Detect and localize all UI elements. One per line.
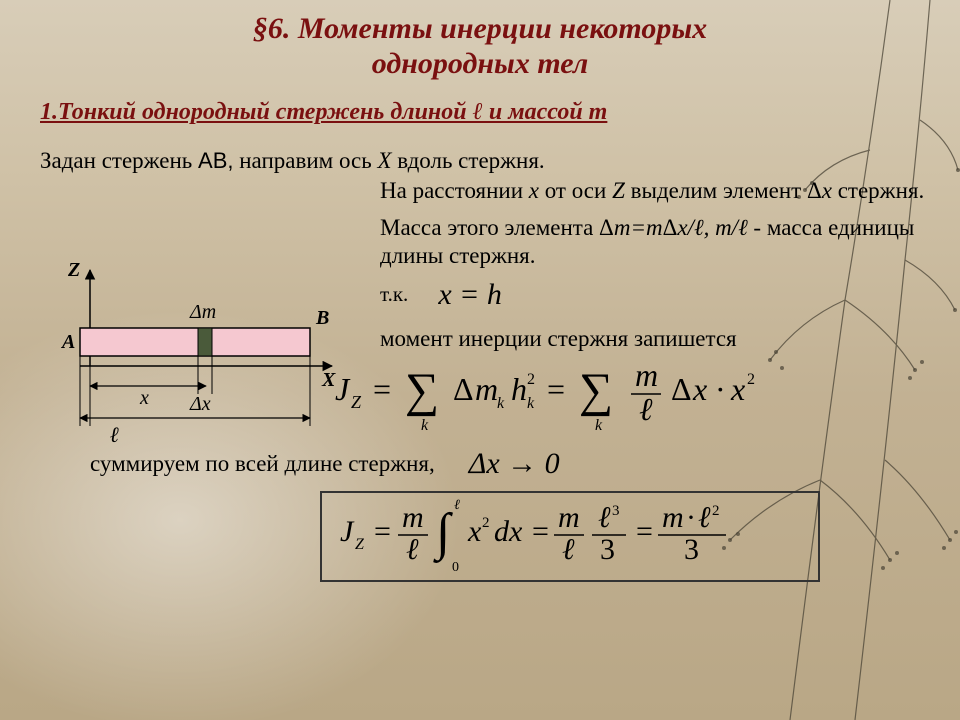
- var: x: [529, 178, 539, 203]
- svg-text:∫: ∫: [433, 504, 453, 563]
- svg-text:=: =: [374, 515, 391, 548]
- svg-text:Δ: Δ: [453, 371, 474, 407]
- title-line-1: §6. Моменты инерции некоторых: [253, 12, 707, 45]
- paragraph-1: Задан стержень АВ, направим ось X вдоль …: [40, 148, 920, 174]
- text: вдоль стержня.: [392, 148, 545, 173]
- svg-text:x: x: [467, 515, 482, 548]
- svg-text:=: =: [636, 515, 653, 548]
- svg-text:dx: dx: [494, 515, 523, 548]
- paragraph-3: Масса этого элемента Δm=mΔx/ℓ, m/ℓ - мас…: [380, 214, 940, 269]
- svg-text:x: x: [692, 371, 707, 407]
- svg-text:·: ·: [715, 371, 726, 407]
- svg-text:2: 2: [747, 371, 755, 388]
- page-title: §6. Моменты инерции некоторых однородных…: [40, 12, 920, 81]
- svg-text:m: m: [402, 501, 424, 534]
- svg-text:3: 3: [612, 503, 620, 519]
- var: m=m: [614, 215, 663, 240]
- svg-text:J: J: [335, 371, 351, 407]
- svg-text:Δ: Δ: [671, 371, 692, 407]
- text: Δ: [663, 215, 678, 240]
- svg-text:k: k: [595, 417, 603, 434]
- svg-text:∑: ∑: [579, 364, 613, 417]
- paragraph-5: момент инерции стержня запишется: [380, 326, 920, 352]
- text: суммируем по всей длине стержня,: [90, 451, 435, 477]
- svg-text:0: 0: [452, 560, 459, 573]
- eq-x-eq-h: x = h: [438, 278, 502, 312]
- svg-text:x: x: [730, 371, 745, 407]
- svg-text:∑: ∑: [405, 364, 439, 417]
- svg-text:k: k: [527, 395, 535, 412]
- var: Z: [612, 178, 625, 203]
- text: Задан стержень: [40, 148, 198, 173]
- svg-text:ℓ: ℓ: [406, 533, 419, 566]
- svg-text:ℓ: ℓ: [698, 501, 711, 534]
- svg-text:=: =: [373, 371, 391, 407]
- text: На расстоянии: [380, 178, 529, 203]
- text-ab: АВ,: [198, 148, 233, 173]
- var: x/ℓ, m/ℓ: [677, 215, 747, 240]
- svg-text:Z: Z: [351, 392, 362, 412]
- svg-text:·: ·: [686, 501, 696, 534]
- text: направим ось: [233, 148, 377, 173]
- svg-text:2: 2: [482, 515, 490, 531]
- svg-text:J: J: [340, 515, 355, 548]
- var: x: [822, 178, 832, 203]
- svg-text:2: 2: [712, 503, 720, 519]
- svg-text:m: m: [635, 357, 658, 393]
- text: Масса этого элемента Δ: [380, 215, 614, 240]
- svg-text:ℓ: ℓ: [454, 498, 460, 513]
- section-subtitle: 1.Тонкий однородный стержень длиной ℓ и …: [40, 99, 920, 126]
- svg-text:ℓ: ℓ: [562, 533, 575, 566]
- svg-text:h: h: [511, 371, 527, 407]
- svg-text:k: k: [421, 417, 429, 434]
- formula-integral: J Z = m ℓ ∫ ℓ 0 x 2 dx = m: [340, 495, 800, 573]
- svg-text:m: m: [475, 371, 498, 407]
- paragraph-6: суммируем по всей длине стержня, Δx → 0: [90, 447, 920, 481]
- formula-integral-box: J Z = m ℓ ∫ ℓ 0 x 2 dx = m: [320, 491, 820, 582]
- svg-text:2: 2: [527, 371, 535, 388]
- svg-text:ℓ: ℓ: [598, 501, 611, 534]
- svg-text:k: k: [497, 395, 505, 412]
- svg-text:ℓ: ℓ: [639, 391, 653, 427]
- svg-text:m: m: [558, 501, 580, 534]
- eq-dx-to-0: Δx → 0: [469, 447, 560, 481]
- formula-sum: J Z = ∑ k Δm k h k 2 = ∑ k m ℓ Δx · x: [270, 354, 920, 439]
- svg-text:m: m: [662, 501, 684, 534]
- text: от оси: [539, 178, 612, 203]
- text: стержня.: [832, 178, 924, 203]
- title-line-2: однородных тел: [372, 47, 589, 80]
- var-x: X: [377, 148, 391, 173]
- paragraph-2: На расстоянии x от оси Z выделим элемент…: [380, 178, 940, 204]
- svg-text:3: 3: [684, 533, 699, 566]
- svg-text:=: =: [547, 371, 565, 407]
- abbr-tk: т.к.: [380, 282, 408, 307]
- svg-text:=: =: [532, 515, 549, 548]
- paragraph-4: т.к. x = h: [380, 278, 920, 312]
- svg-text:3: 3: [600, 533, 615, 566]
- svg-text:Z: Z: [355, 536, 365, 553]
- text: выделим элемент Δ: [625, 178, 822, 203]
